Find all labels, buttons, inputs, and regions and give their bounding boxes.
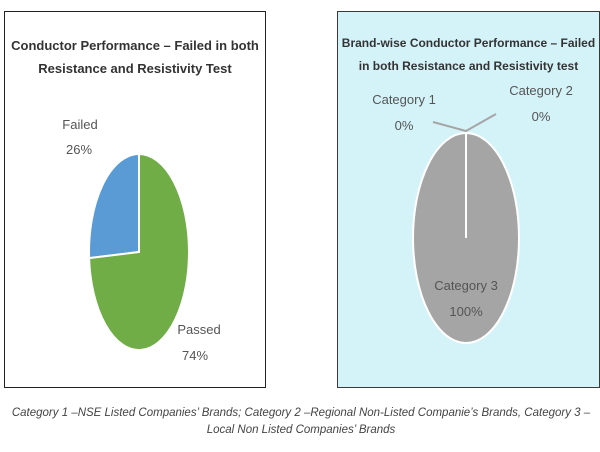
chart-title-line2: Resistance and Resistivity Test <box>38 61 232 76</box>
leader-lines <box>432 113 497 133</box>
pie-slice-passed <box>88 152 190 351</box>
chart-title-line1: Conductor Performance – Failed in both <box>11 38 259 53</box>
chart-panel-left: Conductor Performance – Failed in both R… <box>4 11 266 388</box>
label-category-3-name: Category 3 <box>434 278 498 293</box>
chart-title-line2: in both Resistance and Resistivity test <box>358 59 579 73</box>
label-passed-name: Passed <box>177 322 220 337</box>
label-category-1-pct: 0% <box>395 118 414 133</box>
pie-slice-failed <box>88 152 140 260</box>
label-category-3-pct: 100% <box>449 304 483 319</box>
chart-title-line1: Brand-wise Conductor Performance – Faile… <box>341 36 596 50</box>
label-failed-name: Failed <box>62 117 97 132</box>
label-category-2-name: Category 2 <box>509 83 573 98</box>
pie-chart-brand-wise: Category 1 0% Category 2 0% Category 3 1… <box>372 83 573 344</box>
label-category-1-name: Category 1 <box>372 92 436 107</box>
pie-chart-conductor-performance: Failed 26% Passed 74% <box>62 117 220 363</box>
label-passed-pct: 74% <box>182 348 208 363</box>
label-category-2-pct: 0% <box>532 109 551 124</box>
label-failed-pct: 26% <box>66 142 92 157</box>
figure-caption: Category 1 –NSE Listed Companies’ Brands… <box>11 407 591 436</box>
chart-panel-right: Brand-wise Conductor Performance – Faile… <box>337 11 600 388</box>
